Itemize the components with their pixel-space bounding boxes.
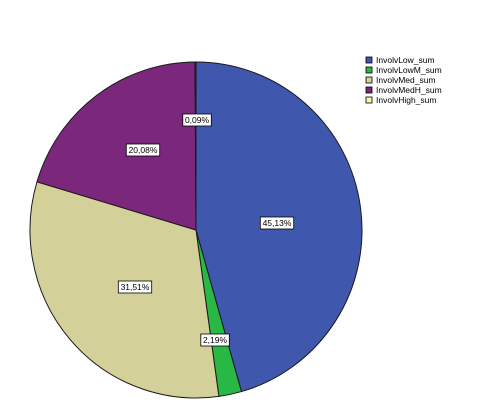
data-label-text: 2,19% [203,335,228,345]
legend-swatch [365,66,373,74]
legend-item-InvolvMed_sum: InvolvMed_sum [365,75,436,85]
pie-data-labels: 45,13% 2,19% 31,51% 20,08% 0,09% [117,113,295,347]
pie-slice-InvolvMedH_sum [36,61,197,231]
legend-item-InvolvLow_sum: InvolvLow_sum [365,55,435,65]
data-label-text: 20,08% [129,145,158,155]
legend-swatch [365,76,373,84]
legend-label: InvolvMed_sum [376,75,436,85]
legend-item-InvolvMedH_sum: InvolvMedH_sum [365,85,442,95]
legend-label: InvolvLowM_sum [376,65,442,75]
data-label-InvolvMed_sum: 31,51% [117,280,153,294]
data-label-box [182,113,212,127]
legend-swatch [365,96,373,104]
data-label-text: 45,13% [263,218,292,228]
legend-label: InvolvMedH_sum [376,85,442,95]
data-label-box [117,280,153,294]
pie-slice-InvolvHigh_sum [194,61,197,231]
pie-slices [29,61,363,399]
data-label-InvolvHigh_sum: 0,09% [182,113,212,127]
data-label-box [259,216,295,230]
legend-item-InvolvLowM_sum: InvolvLowM_sum [365,65,442,75]
legend-item-InvolvHigh_sum: InvolvHigh_sum [365,95,436,105]
legend-swatch [365,56,373,64]
chart-legend: InvolvLow_sumInvolvLowM_sumInvolvMed_sum… [365,55,442,105]
data-label-InvolvMedH_sum: 20,08% [125,143,161,157]
legend-label: InvolvHigh_sum [376,95,436,105]
data-label-text: 31,51% [121,282,150,292]
data-label-text: 0,09% [185,115,210,125]
data-label-box [125,143,161,157]
data-label-InvolvLowM_sum: 2,19% [200,333,230,347]
legend-label: InvolvLow_sum [376,55,435,65]
data-label-InvolvLow_sum: 45,13% [259,216,295,230]
legend-swatch [365,86,373,94]
data-label-box [200,333,230,347]
